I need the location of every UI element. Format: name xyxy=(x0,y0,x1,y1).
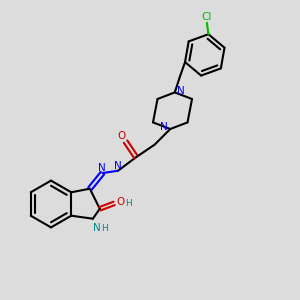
Text: H: H xyxy=(125,200,132,208)
Text: O: O xyxy=(117,197,125,207)
Text: Cl: Cl xyxy=(202,12,212,22)
Text: N: N xyxy=(98,163,106,173)
Text: N: N xyxy=(114,160,122,171)
Text: N: N xyxy=(160,122,167,133)
Text: H: H xyxy=(101,224,108,233)
Text: O: O xyxy=(118,131,126,142)
Text: N: N xyxy=(177,86,184,96)
Text: N: N xyxy=(94,223,101,233)
